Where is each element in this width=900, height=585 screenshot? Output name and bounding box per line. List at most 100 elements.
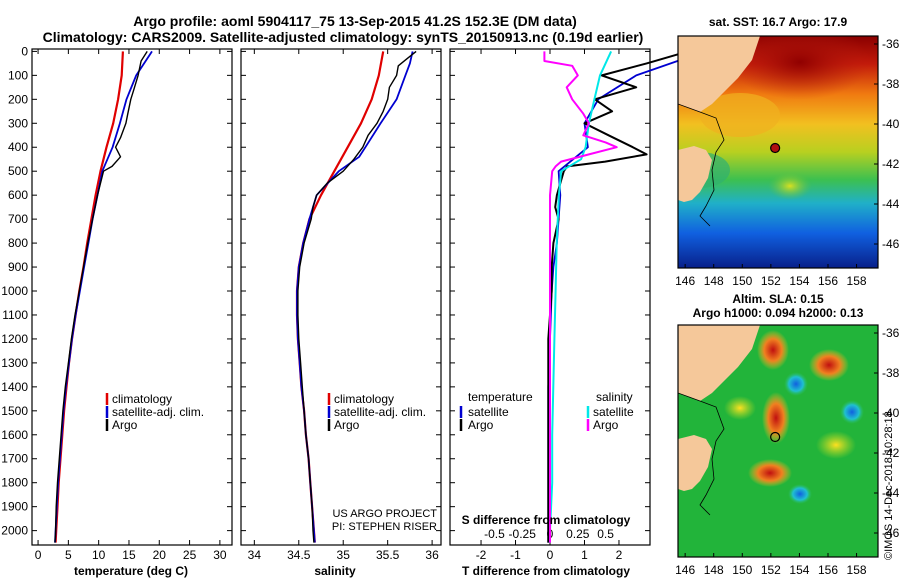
x-tick-label: 34 (248, 548, 262, 562)
x-tick-label: 0 (35, 548, 42, 562)
difference-panel: -2 -1 0 1 2 -0.5 -0.25 0 0.25 0.5 T difference f… (449, 48, 706, 578)
salinity-legend: climatology satellite-adj. clim. Argo (327, 392, 426, 432)
sla-argo-position-marker (770, 431, 781, 443)
sst-warm-tongue (700, 93, 780, 137)
x-tick-label: 20 (153, 548, 167, 562)
depth-tick-label: 1300 (1, 356, 28, 370)
x-tick-label: -2 (476, 548, 487, 562)
lon-tick-label: 154 (789, 274, 809, 288)
depth-tick-label: 2000 (1, 524, 28, 538)
sst-latitude-axis: -36 -38 -40 -42 -44 -46 (874, 37, 900, 251)
header-title-line1: Argo profile: aoml 5904117_75 13-Sep-201… (133, 13, 577, 29)
depth-tick-label: 1200 (1, 332, 28, 346)
depth-axis: 0 100 200 300 400 500 600 700 800 900 1000 1100 1200… (1, 44, 232, 538)
lat-tick-label: -42 (882, 157, 900, 171)
depth-tick-label: 1500 (1, 404, 28, 418)
temperature-series (54, 50, 153, 543)
difference-x-axis: -2 -1 0 1 2 (476, 49, 623, 562)
s-tick-label: -0.5 (484, 527, 505, 541)
lat-tick-label: -40 (882, 406, 900, 420)
sla-map-title: Altim. SLA: 0.15 (732, 292, 824, 306)
s-tick-label: 0.25 (566, 527, 590, 541)
depth-tick-label: 500 (8, 164, 28, 178)
sla-map-panel: Altim. SLA: 0.15 Argo h1000: 0.094 h2000… (675, 292, 900, 577)
depth-tick-label: 1400 (1, 380, 28, 394)
x-tick-label: 0 (547, 548, 554, 562)
salinity-series (295, 50, 417, 543)
x-tick-label: 1 (581, 548, 588, 562)
depth-tick-label: 400 (8, 140, 28, 154)
lon-tick-label: 152 (761, 563, 781, 577)
temperature-panel: 0100200300400500600700800900100011001200… (1, 44, 233, 578)
sla-eddy-1 (757, 330, 789, 370)
sst-eddy (768, 172, 812, 200)
legend-climatology-label: climatology (112, 392, 172, 406)
sla-latitude-axis: -36 -38 -40 -42 -44 -46 (874, 326, 900, 540)
salinity-depth-ticks (241, 50, 441, 532)
lat-tick-label: -36 (882, 37, 900, 51)
sla-eddy-3 (762, 392, 790, 444)
sla-map-subtitle: Argo h1000: 0.094 h2000: 0.13 (693, 306, 864, 320)
sla-eddy-5 (816, 431, 856, 459)
sla-land-mainland (678, 325, 760, 401)
salinity-difference-axis: -0.5 -0.25 0 0.25 0.5 (484, 527, 614, 541)
x-tick-label: 5 (65, 548, 72, 562)
lon-tick-label: 150 (732, 563, 752, 577)
salinity-x-axis: 34 34.5 35 35.5 36 (248, 49, 439, 562)
lon-tick-label: 158 (847, 563, 867, 577)
temperature-argo-line (54, 51, 148, 543)
x-tick-label: 2 (616, 548, 623, 562)
s-tick-label: -0.25 (509, 527, 537, 541)
sst-map-title: sat. SST: 16.7 Argo: 17.9 (709, 15, 848, 29)
x-tick-label: 35 (337, 548, 351, 562)
salinity-satellite-line (296, 51, 414, 543)
difference-series (543, 50, 706, 543)
difference-depth-ticks (450, 50, 650, 532)
sst-map-frame (677, 35, 879, 269)
diff-legend-t-satellite-label: satellite (468, 405, 509, 419)
lat-tick-label: -38 (882, 366, 900, 380)
depth-tick-label: 100 (8, 68, 28, 82)
sst-map-image (678, 36, 878, 268)
sla-low-1 (784, 372, 808, 396)
credit-pi: PI: STEPHEN RISER (332, 521, 437, 533)
sla-map-frame (677, 324, 879, 558)
lat-tick-label: -46 (882, 237, 900, 251)
salinity-axis-label: salinity (314, 564, 356, 578)
depth-tick-label: 300 (8, 116, 28, 130)
t-diff-argo-line (547, 50, 689, 543)
diff-legend-s-argo-label: Argo (593, 418, 619, 432)
lon-tick-label: 146 (675, 274, 695, 288)
sla-longitude-axis: 146 148 150 152 154 156 158 (675, 553, 867, 577)
s-tick-label: 0.5 (597, 527, 614, 541)
depth-tick-label: 200 (8, 92, 28, 106)
x-tick-label: 25 (183, 548, 197, 562)
sst-warm-core (730, 36, 870, 100)
lon-tick-label: 154 (789, 563, 809, 577)
t-difference-axis-label: T difference from climatology (462, 564, 630, 578)
lat-tick-label: -42 (882, 446, 900, 460)
sst-land-tasmania (678, 146, 712, 202)
lon-tick-label: 150 (732, 274, 752, 288)
lat-tick-label: -44 (882, 486, 900, 500)
x-tick-label: 34.5 (287, 548, 311, 562)
diff-legend-s-satellite-label: satellite (593, 405, 634, 419)
legend-argo-label: Argo (112, 418, 138, 432)
sst-land-mainland (678, 36, 760, 112)
sst-longitude-axis: 146 148 150 152 154 156 158 (675, 264, 867, 288)
lon-tick-label: 156 (818, 563, 838, 577)
depth-tick-label: 700 (8, 212, 28, 226)
depth-tick-label: 1100 (2, 308, 28, 322)
temperature-plot-frame (31, 48, 233, 546)
lat-tick-label: -40 (882, 117, 900, 131)
depth-tick-label: 1700 (1, 452, 28, 466)
salinity-argo-line (297, 50, 417, 543)
imos-credit: ©IMOS 14-Dec-2018 10:28:18 (883, 411, 895, 560)
s-diff-satellite-line (549, 50, 613, 543)
sal-legend-argo-label: Argo (334, 418, 360, 432)
legend-salinity-heading: salinity (596, 390, 633, 404)
sla-low-3 (788, 484, 812, 504)
credit-project: US ARGO PROJECT (332, 508, 437, 520)
